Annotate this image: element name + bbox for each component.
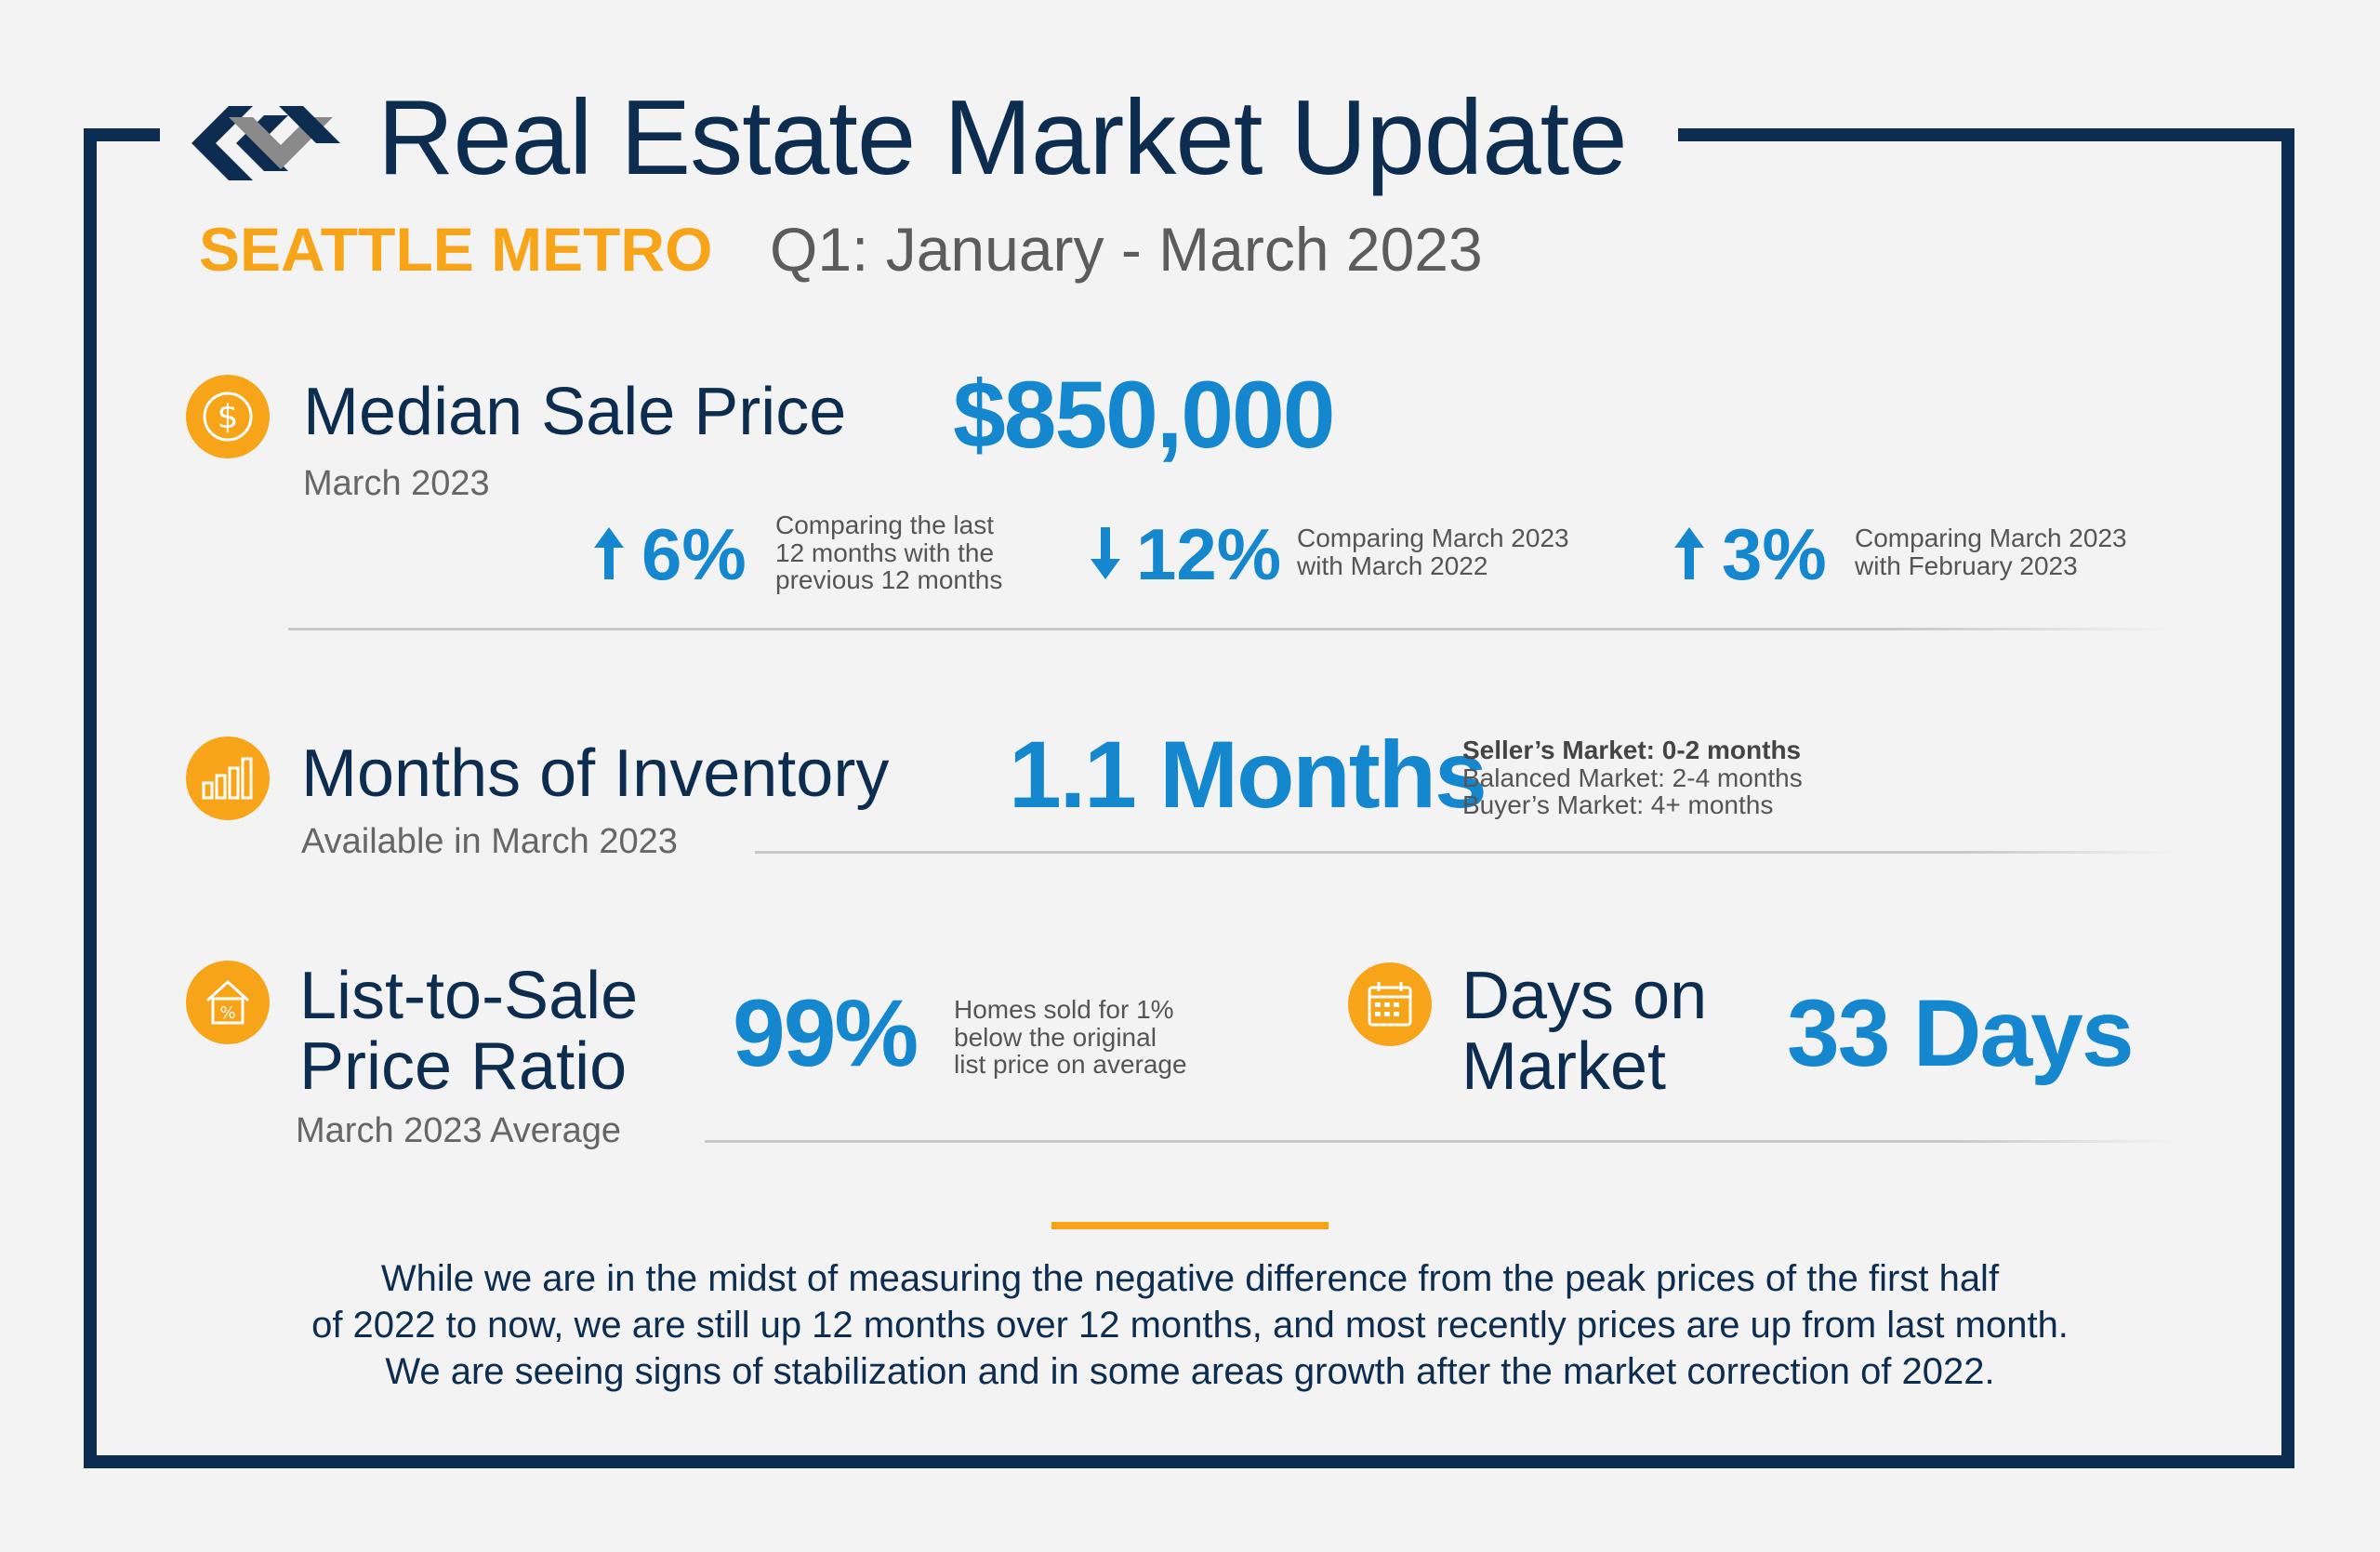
list-to-sale-note: Homes sold for 1% below the original lis… <box>954 995 1187 1080</box>
comparison-note: Comparing the last 12 months with the pr… <box>775 511 1003 595</box>
section-divider <box>288 628 2175 630</box>
dollar-icon: $ <box>186 375 270 458</box>
days-on-market-label: Days on Market <box>1461 959 1708 1104</box>
accent-divider <box>1051 1222 1329 1229</box>
comparison-value: 6% <box>641 513 747 595</box>
list-to-sale-value: 99% <box>733 980 919 1086</box>
comparison-note: Comparing March 2023 with March 2022 <box>1297 524 1569 580</box>
summary-text: While we are in the midst of measuring t… <box>311 1258 2069 1392</box>
page-title: Real Estate Market Update <box>377 79 1628 197</box>
legend-buyers-market: Buyer’s Market: 4+ months <box>1462 790 1774 820</box>
list-to-sale-label: List-to-Sale Price Ratio <box>299 959 639 1104</box>
legend-sellers-market: Seller’s Market: 0-2 months <box>1462 736 1802 764</box>
comparison-value: 3% <box>1722 513 1827 595</box>
months-of-inventory-sublabel: Available in March 2023 <box>301 822 678 861</box>
arrow-up-icon <box>1674 527 1704 579</box>
frame-top-right-border <box>1678 128 2294 141</box>
brand-logo-icon <box>192 106 340 180</box>
arrow-up-icon <box>594 527 624 579</box>
legend-balanced-market: Balanced Market: 2-4 months <box>1462 763 1803 792</box>
svg-text:$: $ <box>218 398 239 436</box>
section-divider <box>705 1140 2175 1143</box>
arrow-down-icon <box>1091 527 1120 579</box>
comparison-note: Comparing March 2023 with February 2023 <box>1855 524 2127 580</box>
median-sale-price-sublabel: March 2023 <box>303 464 490 503</box>
list-to-sale-sublabel: March 2023 Average <box>296 1111 621 1150</box>
days-on-market-value: 33 Days <box>1787 980 2135 1086</box>
comparison-value: 12% <box>1136 513 1282 595</box>
bar-chart-icon <box>186 736 270 820</box>
section-divider <box>755 851 2175 854</box>
region-label: SEATTLE METRO <box>199 215 713 284</box>
frame-right-border <box>2281 128 2294 1468</box>
market-legend: Seller’s Market: 0-2 months Balanced Mar… <box>1462 736 1803 819</box>
calendar-icon <box>1348 962 1432 1046</box>
months-of-inventory-value: 1.1 Months <box>1009 722 1488 828</box>
frame-bottom-border <box>84 1455 2294 1468</box>
frame-left-border <box>84 128 97 1468</box>
median-sale-price-value: $850,000 <box>953 362 1335 468</box>
svg-text:%: % <box>219 1003 235 1023</box>
median-sale-price-label: Median Sale Price <box>303 375 847 449</box>
period-label: Q1: January - March 2023 <box>770 215 1483 284</box>
house-percent-icon: % <box>186 961 270 1044</box>
frame-top-left-border <box>84 128 160 141</box>
months-of-inventory-label: Months of Inventory <box>301 736 890 811</box>
